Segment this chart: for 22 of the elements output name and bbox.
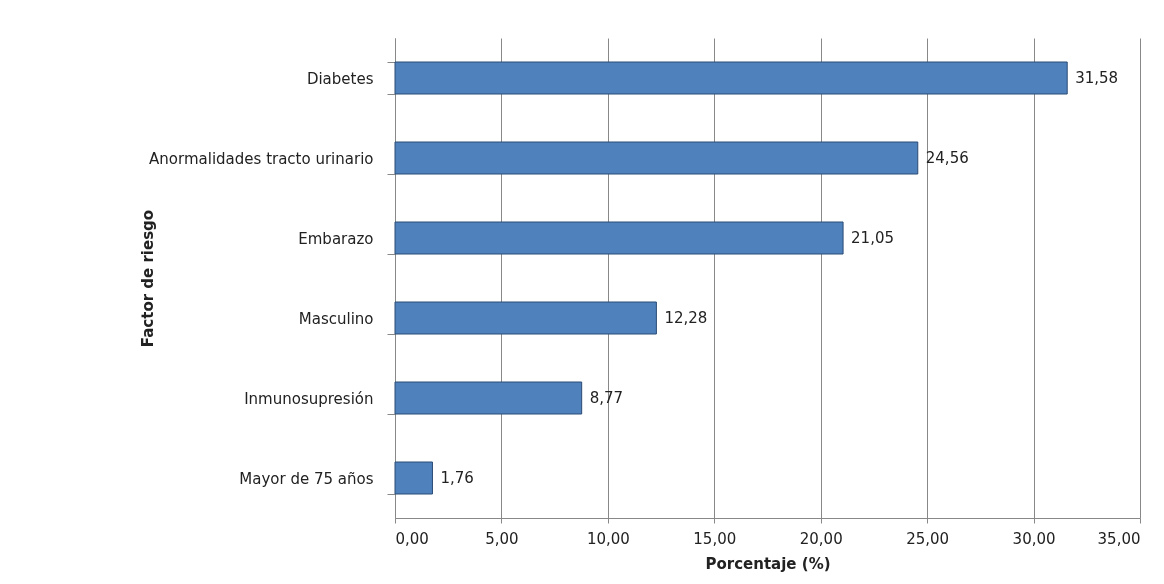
y-tick-label: Diabetes bbox=[306, 69, 374, 88]
y-tick-label: Mayor de 75 años bbox=[239, 469, 374, 488]
data-label: 12,28 bbox=[664, 309, 708, 327]
x-tick-label: 25,00 bbox=[906, 529, 950, 548]
data-label: 1,76 bbox=[440, 469, 474, 487]
data-label: 21,05 bbox=[851, 229, 895, 247]
y-tick-label: Inmunosupresión bbox=[244, 389, 374, 408]
x-tick-label: 35,00 bbox=[1097, 529, 1141, 548]
x-tick-label: 30,00 bbox=[1012, 529, 1056, 548]
x-tick-label: 5,00 bbox=[485, 529, 519, 548]
data-label: 31,58 bbox=[1075, 69, 1119, 87]
x-tick-label: 15,00 bbox=[693, 529, 737, 548]
x-axis-title: Porcentaje (%) bbox=[705, 554, 831, 573]
x-tick-label: 0,00 bbox=[395, 529, 429, 548]
y-tick-label: Embarazo bbox=[298, 229, 374, 248]
y-tick-label: Masculino bbox=[298, 309, 374, 328]
y-axis-title: Factor de riesgo bbox=[138, 209, 157, 348]
data-label: 24,56 bbox=[925, 149, 969, 167]
x-tick-label: 20,00 bbox=[799, 529, 843, 548]
x-tick-label: 10,00 bbox=[586, 529, 630, 548]
y-tick-label: Anormalidades tracto urinario bbox=[149, 149, 374, 168]
data-label: 8,77 bbox=[589, 389, 624, 407]
